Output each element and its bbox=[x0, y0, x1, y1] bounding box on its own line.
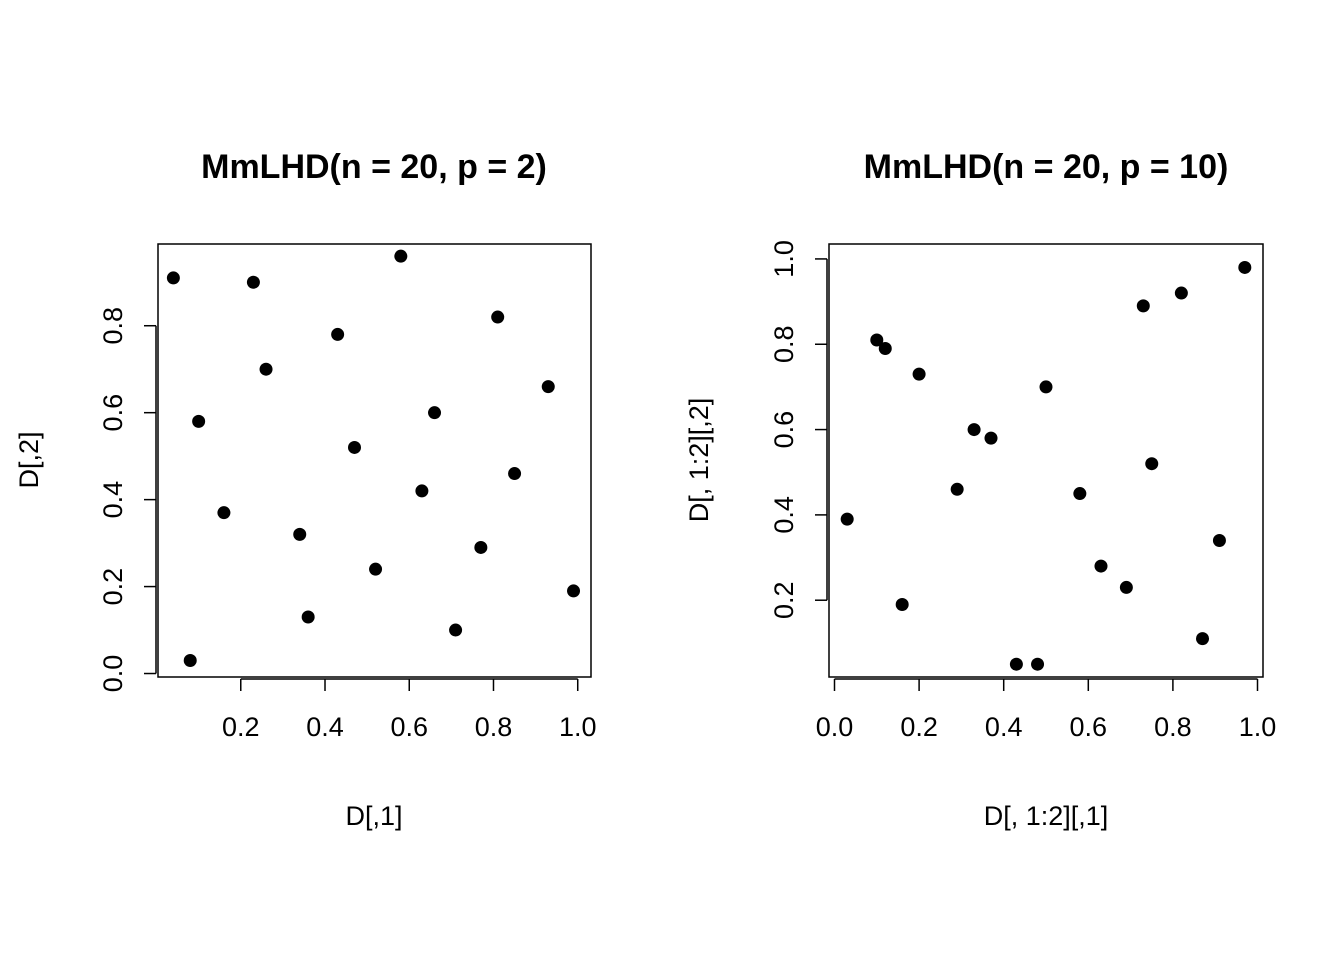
x-tick-label: 0.2 bbox=[222, 712, 260, 742]
y-axis: 0.2 0.4 0.6 0.8 1.0 bbox=[769, 240, 828, 619]
y-axis-label: D[,2] bbox=[14, 431, 44, 488]
data-point bbox=[491, 310, 505, 324]
data-point bbox=[1145, 457, 1159, 471]
data-point bbox=[192, 414, 206, 428]
chart-title: MmLHD(n = 20, p = 10) bbox=[864, 148, 1229, 186]
panel-left: MmLHD(n = 20, p = 2) 0.2 0.4 0.6 0.8 1.0 0.0… bbox=[14, 148, 597, 831]
data-point bbox=[967, 423, 981, 437]
data-point bbox=[878, 342, 892, 356]
data-point bbox=[508, 467, 522, 481]
data-point bbox=[1174, 286, 1188, 300]
data-point bbox=[449, 623, 463, 637]
data-point bbox=[1119, 580, 1133, 594]
x-tick-label: 1.0 bbox=[1239, 712, 1277, 742]
data-point bbox=[331, 327, 345, 341]
data-point bbox=[1009, 657, 1023, 671]
x-tick-label: 0.8 bbox=[475, 712, 513, 742]
data-point bbox=[369, 562, 383, 576]
y-tick-label: 0.4 bbox=[769, 496, 799, 534]
data-point bbox=[1212, 533, 1226, 547]
x-tick-label: 0.6 bbox=[1070, 712, 1108, 742]
data-point bbox=[394, 249, 408, 263]
data-point bbox=[1073, 487, 1087, 501]
y-tick-label: 0.8 bbox=[98, 307, 128, 345]
chart-title: MmLHD(n = 20, p = 2) bbox=[201, 148, 547, 186]
data-point bbox=[474, 540, 488, 554]
data-point bbox=[1039, 380, 1053, 394]
x-tick-label: 0.4 bbox=[306, 712, 344, 742]
y-axis: 0.0 0.2 0.4 0.6 0.8 bbox=[98, 307, 157, 693]
data-point bbox=[347, 440, 361, 454]
x-axis: 0.0 0.2 0.4 0.6 0.8 1.0 bbox=[816, 678, 1277, 742]
x-tick-label: 0.2 bbox=[900, 712, 938, 742]
data-point bbox=[301, 610, 315, 624]
panel-right: MmLHD(n = 20, p = 10) 0.0 0.2 0.4 0.6 0.8 1.0… bbox=[684, 148, 1276, 831]
data-point bbox=[912, 367, 926, 381]
data-point bbox=[415, 484, 429, 498]
y-tick-label: 0.0 bbox=[98, 655, 128, 693]
x-tick-label: 0.0 bbox=[816, 712, 854, 742]
x-axis-label: D[, 1:2][,1] bbox=[984, 801, 1109, 831]
x-tick-label: 0.6 bbox=[390, 712, 428, 742]
data-point bbox=[1238, 260, 1252, 274]
x-axis: 0.2 0.4 0.6 0.8 1.0 bbox=[222, 678, 597, 742]
data-point bbox=[428, 406, 442, 420]
y-tick-label: 0.6 bbox=[98, 394, 128, 432]
y-tick-label: 0.6 bbox=[769, 411, 799, 449]
data-point bbox=[950, 482, 964, 496]
data-point bbox=[166, 271, 180, 285]
data-point bbox=[1094, 559, 1108, 573]
x-tick-label: 0.8 bbox=[1154, 712, 1192, 742]
data-point bbox=[984, 431, 998, 445]
data-point bbox=[895, 597, 909, 611]
data-point bbox=[217, 506, 231, 520]
data-point bbox=[870, 333, 884, 347]
data-point bbox=[567, 584, 581, 598]
y-tick-label: 0.2 bbox=[98, 568, 128, 606]
y-tick-label: 0.2 bbox=[769, 581, 799, 619]
data-point bbox=[183, 653, 197, 667]
x-tick-label: 0.4 bbox=[985, 712, 1023, 742]
plot-frame bbox=[157, 243, 592, 678]
x-axis-label: D[,1] bbox=[345, 801, 402, 831]
x-tick-label: 1.0 bbox=[559, 712, 597, 742]
data-points bbox=[840, 260, 1252, 671]
y-tick-label: 1.0 bbox=[769, 240, 799, 278]
data-point bbox=[246, 275, 260, 289]
data-point bbox=[541, 380, 555, 394]
data-point bbox=[1031, 657, 1045, 671]
data-point bbox=[1196, 632, 1210, 646]
y-tick-label: 0.4 bbox=[98, 481, 128, 519]
data-point bbox=[1136, 299, 1150, 313]
data-point bbox=[840, 512, 854, 526]
y-axis-label: D[, 1:2][,2] bbox=[684, 398, 714, 523]
y-tick-label: 0.8 bbox=[769, 325, 799, 363]
data-point bbox=[293, 527, 307, 541]
data-point bbox=[259, 362, 273, 376]
data-points bbox=[166, 249, 581, 667]
plot-frame bbox=[828, 243, 1264, 678]
